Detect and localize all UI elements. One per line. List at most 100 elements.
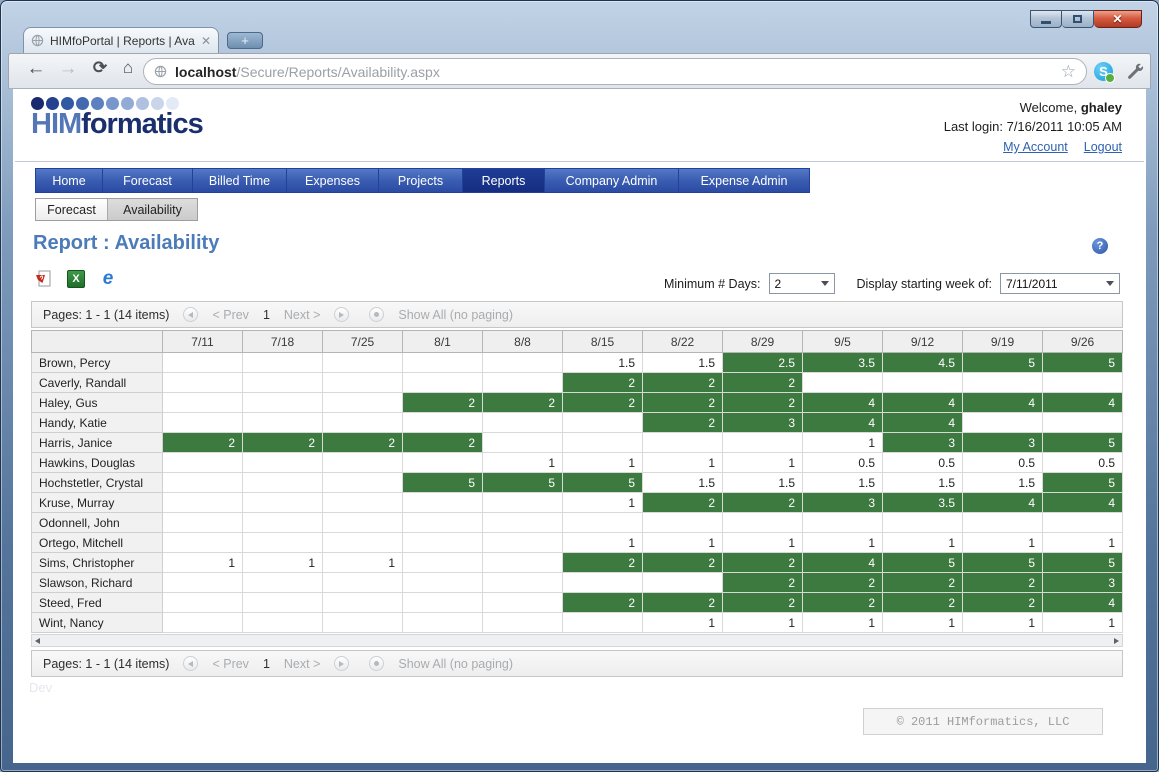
scroll-left-icon[interactable] [35,638,40,644]
availability-cell: 4 [1043,593,1123,613]
pdf-export-icon[interactable] [35,270,53,288]
table-row: Odonnell, John [32,513,1123,533]
week-header-cell: 9/5 [803,331,883,353]
availability-cell: 1 [723,453,803,473]
availability-cell: 4 [883,393,963,413]
tab-close-icon[interactable]: ✕ [201,35,211,47]
availability-cell [403,353,483,373]
table-row: Sims, Christopher1112224555 [32,553,1123,573]
availability-cell [563,433,643,453]
home-button[interactable]: ⌂ [115,58,141,78]
availability-cell: 1 [1043,613,1123,633]
availability-table-wrap: 7/117/187/258/18/88/158/228/299/59/129/1… [31,330,1123,633]
availability-cell [643,433,723,453]
employee-name-cell: Harris, Janice [32,433,163,453]
availability-cell: 4 [1043,493,1123,513]
availability-cell: 2 [643,553,723,573]
nav-item-expense-admin[interactable]: Expense Admin [679,169,809,192]
pages-summary: Pages: 1 - 1 (14 items) [43,657,169,671]
address-bar[interactable]: localhost/Secure/Reports/Availability.as… [143,58,1087,85]
excel-export-icon[interactable]: X [67,270,85,288]
availability-cell: 2 [803,573,883,593]
help-icon[interactable]: ? [1092,238,1108,254]
nav-item-home[interactable]: Home [36,169,103,192]
wrench-menu-icon[interactable] [1126,62,1144,85]
availability-cell [803,513,883,533]
availability-cell: 1.5 [803,473,883,493]
availability-cell [243,373,323,393]
nav-item-reports[interactable]: Reports [463,169,545,192]
availability-cell [323,353,403,373]
nav-item-expenses[interactable]: Expenses [287,169,379,192]
first-page-button[interactable] [183,307,198,322]
environment-label: Dev [29,680,52,695]
export-toolbar: X e [35,270,117,288]
my-account-link[interactable]: My Account [1003,138,1068,157]
availability-cell [483,553,563,573]
availability-cell: 2 [723,553,803,573]
close-button[interactable]: ✕ [1094,10,1142,28]
new-tab-button[interactable]: + [227,32,263,49]
show-all-radio[interactable] [369,656,384,671]
table-row: Harris, Janice22221335 [32,433,1123,453]
nav-item-company-admin[interactable]: Company Admin [545,169,679,192]
table-row: Kruse, Murray12233.544 [32,493,1123,513]
employee-name-cell: Kruse, Murray [32,493,163,513]
internet-explorer-export-icon[interactable]: e [99,270,117,288]
prev-button[interactable]: < Prev [212,657,248,671]
subnav-item-forecast[interactable]: Forecast [36,199,108,220]
table-row: Hochstetler, Crystal5551.51.51.51.51.55 [32,473,1123,493]
page-number[interactable]: 1 [263,308,270,322]
show-all-label: Show All (no paging) [398,308,513,322]
availability-cell [403,593,483,613]
prev-arrow-icon [188,312,193,318]
week-header-cell: 8/29 [723,331,803,353]
scroll-right-icon[interactable] [1114,638,1119,644]
min-days-select[interactable]: 2 [769,273,835,294]
availability-cell [403,613,483,633]
availability-cell: 5 [963,353,1043,373]
availability-cell: 3 [723,413,803,433]
availability-cell [163,613,243,633]
prev-button[interactable]: < Prev [212,308,248,322]
availability-cell [483,373,563,393]
availability-cell [483,433,563,453]
logout-link[interactable]: Logout [1084,138,1122,157]
next-button[interactable]: Next > [284,308,320,322]
nav-item-forecast[interactable]: Forecast [103,169,193,192]
browser-tab[interactable]: HIMfoPortal | Reports | Ava ✕ [23,27,219,53]
header-divider [15,161,1144,162]
nav-item-projects[interactable]: Projects [379,169,463,192]
availability-cell: 1.5 [643,353,723,373]
availability-cell: 1.5 [563,353,643,373]
page-number[interactable]: 1 [263,657,270,671]
show-all-radio[interactable] [369,307,384,322]
availability-cell [323,573,403,593]
last-page-button[interactable] [334,307,349,322]
availability-cell: 1.5 [723,473,803,493]
table-horizontal-scrollbar[interactable] [31,634,1123,647]
bookmark-star-icon[interactable]: ☆ [1061,62,1076,82]
skype-extension-icon[interactable]: S [1094,62,1113,81]
availability-cell [563,413,643,433]
availability-cell: 4 [803,413,883,433]
availability-cell [243,613,323,633]
week-header-cell: 7/18 [243,331,323,353]
availability-cell: 2 [643,493,723,513]
nav-item-billed-time[interactable]: Billed Time [193,169,287,192]
minimize-button[interactable] [1030,10,1062,28]
availability-cell [163,353,243,373]
last-page-button[interactable] [334,656,349,671]
availability-cell [323,493,403,513]
week-select[interactable]: 7/11/2011 [1000,273,1120,294]
first-page-button[interactable] [183,656,198,671]
refresh-button[interactable]: ⟳ [87,58,113,78]
next-button[interactable]: Next > [284,657,320,671]
availability-cell: 2 [643,413,723,433]
availability-cell [243,513,323,533]
subnav-item-availability[interactable]: Availability [108,199,197,220]
forward-button[interactable]: → [55,58,81,80]
next-arrow-icon [339,661,344,667]
maximize-button[interactable] [1062,10,1094,28]
back-button[interactable]: ← [23,58,49,80]
